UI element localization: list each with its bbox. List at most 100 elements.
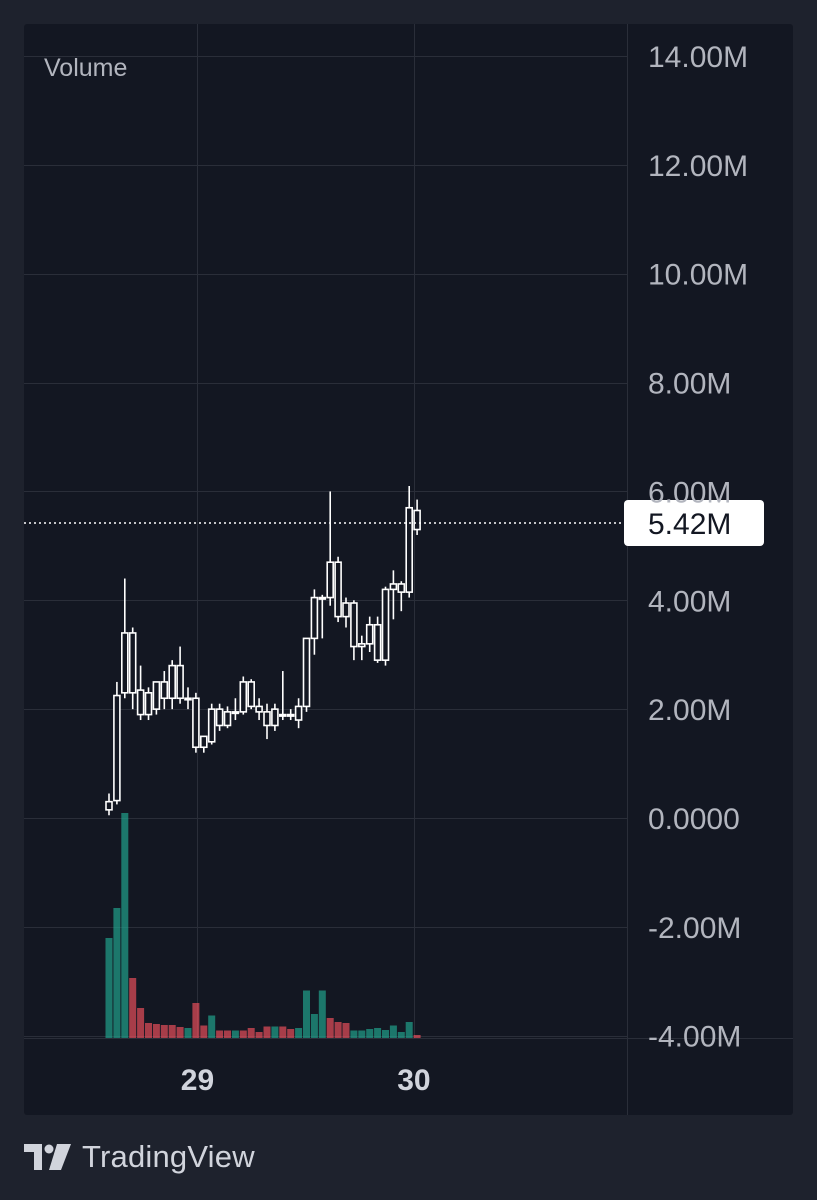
price-axis[interactable]: 14.00M 12.00M 10.00M 8.00M 6.00M 4.00M 2.00M 0.… xyxy=(648,41,748,1054)
price-tick-label: 0.0000 xyxy=(648,803,740,836)
candle xyxy=(286,709,295,721)
candle-body xyxy=(207,708,216,743)
candle xyxy=(200,735,208,753)
candle xyxy=(302,637,311,712)
candle-body xyxy=(223,711,232,727)
candle-body xyxy=(176,664,184,700)
candle-body xyxy=(231,711,240,715)
candle xyxy=(342,597,350,628)
price-tick-label: 8.00M xyxy=(648,368,731,401)
candle-body xyxy=(286,713,295,717)
candle-body xyxy=(302,637,311,708)
volume-bar xyxy=(137,1008,145,1038)
candle-body xyxy=(334,561,342,618)
candle xyxy=(152,681,161,715)
candle xyxy=(207,703,216,745)
candle-body xyxy=(263,711,271,727)
candle-body xyxy=(192,697,200,749)
candle-body xyxy=(239,681,248,713)
volume-bar xyxy=(216,1030,224,1038)
volume-bar xyxy=(192,1003,200,1038)
candle xyxy=(357,635,366,661)
candle xyxy=(255,698,263,721)
time-axis[interactable]: 29 30 xyxy=(181,1064,431,1097)
brand-name: TradingView xyxy=(82,1139,255,1174)
candle-body xyxy=(389,583,398,591)
candle-body xyxy=(326,561,335,599)
candle xyxy=(239,676,248,715)
price-tick-label: 12.00M xyxy=(648,150,748,183)
candle-body xyxy=(168,664,176,700)
last-price-tag xyxy=(624,499,764,546)
candle xyxy=(223,706,232,729)
volume-bar xyxy=(113,908,121,1038)
volume-bar xyxy=(366,1029,374,1038)
price-tick-label: -2.00M xyxy=(648,912,741,945)
volume-bar xyxy=(279,1026,287,1038)
time-tick-label: 29 xyxy=(181,1064,214,1097)
candle-body xyxy=(279,713,287,717)
volume-bar xyxy=(326,1018,334,1038)
candle xyxy=(318,594,327,639)
candle-body xyxy=(200,735,208,749)
tradingview-logo-icon[interactable] xyxy=(24,1144,74,1170)
volume-bar xyxy=(200,1025,208,1038)
price-tick-label: -4.00M xyxy=(648,1021,741,1054)
volume-bar xyxy=(176,1027,184,1038)
candle xyxy=(397,581,406,612)
volume-bar xyxy=(397,1032,405,1038)
volume-bar xyxy=(374,1028,382,1038)
volume-bar xyxy=(303,990,310,1038)
legend-title: Volume xyxy=(44,54,127,82)
price-tick-label: 14.00M xyxy=(648,41,748,74)
candle-body xyxy=(381,588,390,661)
candle-body xyxy=(215,708,224,727)
candlestick-chart[interactable]: 5.42M 14.00M 12.00M 10.00M 8.00M 6.00M 4.00M 2… xyxy=(24,24,793,1115)
candle-body xyxy=(121,632,129,694)
volume-bar xyxy=(382,1030,389,1038)
candle xyxy=(113,681,121,805)
volume-bar xyxy=(350,1030,358,1038)
volume-bar xyxy=(121,813,129,1038)
candle xyxy=(136,665,145,721)
candle xyxy=(128,627,137,710)
candle xyxy=(389,570,398,620)
candle xyxy=(350,600,358,661)
volume-bar xyxy=(105,938,113,1038)
volume-bar xyxy=(168,1025,176,1038)
candle xyxy=(192,692,200,753)
candle-body xyxy=(271,708,279,727)
candle xyxy=(373,616,382,663)
candle xyxy=(405,485,414,598)
volume-bar xyxy=(255,1032,263,1038)
footer: TradingView xyxy=(24,1137,255,1177)
volume-bar xyxy=(247,1028,255,1038)
candle-body xyxy=(350,602,358,648)
volume-bar xyxy=(271,1026,279,1038)
volume-bar xyxy=(287,1029,295,1038)
candle xyxy=(294,698,303,729)
volume-bar xyxy=(295,1028,303,1038)
candles xyxy=(105,485,421,816)
candle xyxy=(160,671,169,710)
candle xyxy=(381,586,390,666)
candle xyxy=(413,499,421,535)
volume-bar xyxy=(389,1025,397,1038)
candle-body xyxy=(152,681,161,710)
candle xyxy=(105,793,113,816)
chart-panel[interactable]: 5.42M 14.00M 12.00M 10.00M 8.00M 6.00M 4.00M 2… xyxy=(24,24,793,1115)
volume-bar xyxy=(413,1035,421,1038)
volume-bar xyxy=(145,1023,152,1038)
candle xyxy=(365,616,374,652)
volume-bar xyxy=(231,1030,239,1038)
candle xyxy=(279,671,287,721)
candle-body xyxy=(310,596,319,640)
volume-bar xyxy=(310,1014,318,1038)
candle-body xyxy=(365,623,374,645)
candle xyxy=(326,491,335,606)
volume-bar xyxy=(358,1030,366,1038)
volume-bar xyxy=(224,1030,231,1038)
time-tick-label: 30 xyxy=(397,1064,430,1097)
candle xyxy=(263,703,271,740)
candle xyxy=(121,578,129,699)
